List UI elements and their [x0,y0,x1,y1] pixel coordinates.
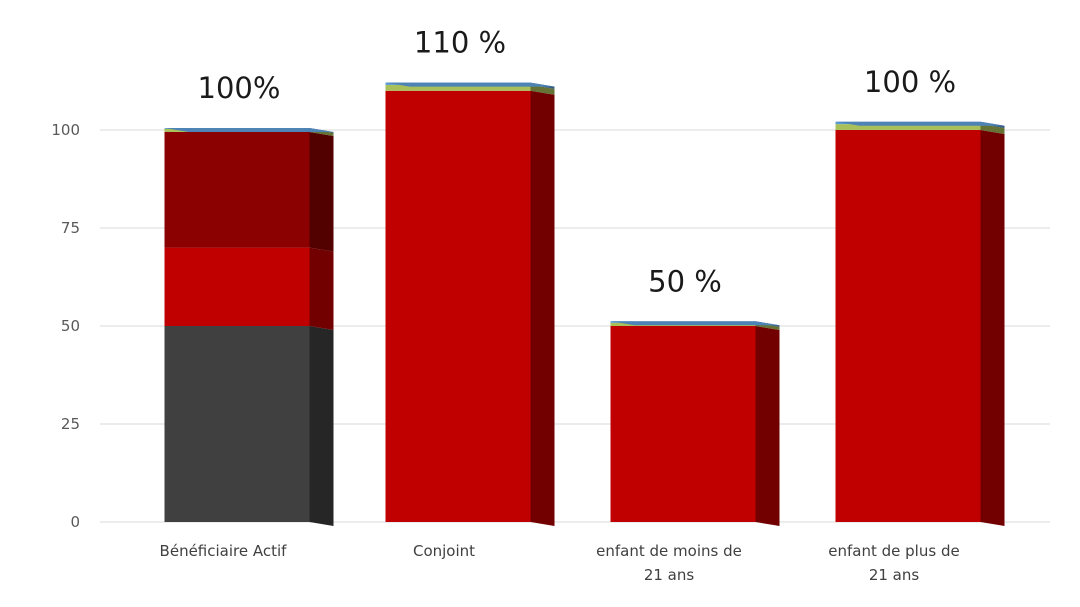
bar-top [610,321,780,326]
y-axis: 0 25 50 75 100 [51,121,80,531]
bar-top [835,121,1005,126]
data-label: 100 % [864,65,956,99]
bar-segment [164,131,310,248]
category-label: enfant de moins de [596,542,742,560]
y-tick-label: 100 [51,121,80,139]
data-label: 100% [198,71,281,105]
data-labels: 100% 110 % 50 % 100 % [198,26,957,299]
bar-top [164,128,334,133]
bar-segment [835,124,981,130]
bar-segment-side [530,90,555,527]
y-tick-label: 75 [61,219,80,237]
bar-segment-side [980,130,1005,526]
category-label: Conjoint [413,542,475,560]
y-tick-label: 25 [61,415,80,433]
y-tick-label: 0 [70,513,80,531]
bar-segment [385,90,531,523]
category-label: Bénéficiaire Actif [160,542,288,560]
bar-top [385,82,555,87]
bar-segment [164,247,310,326]
bars [164,82,1005,527]
bar-segment [164,326,310,522]
x-axis: Bénéficiaire Actif Conjoint enfant de moin… [160,542,960,584]
bar-segment [385,84,531,91]
data-label: 110 % [414,26,506,60]
bar-segment-side [309,131,334,252]
y-tick-label: 50 [61,317,80,335]
bar-segment-side [530,84,555,95]
data-label: 50 % [648,264,722,298]
category-label: 21 ans [869,566,920,584]
category-label: enfant de plus de [828,542,959,560]
bar-segment-side [309,326,334,526]
bar-segment [610,326,756,522]
category-label: 21 ans [644,566,695,584]
bar-segment-side [980,124,1005,134]
bar-segment-side [309,247,334,330]
bar-segment-side [755,326,780,526]
bar-segment [835,130,981,522]
